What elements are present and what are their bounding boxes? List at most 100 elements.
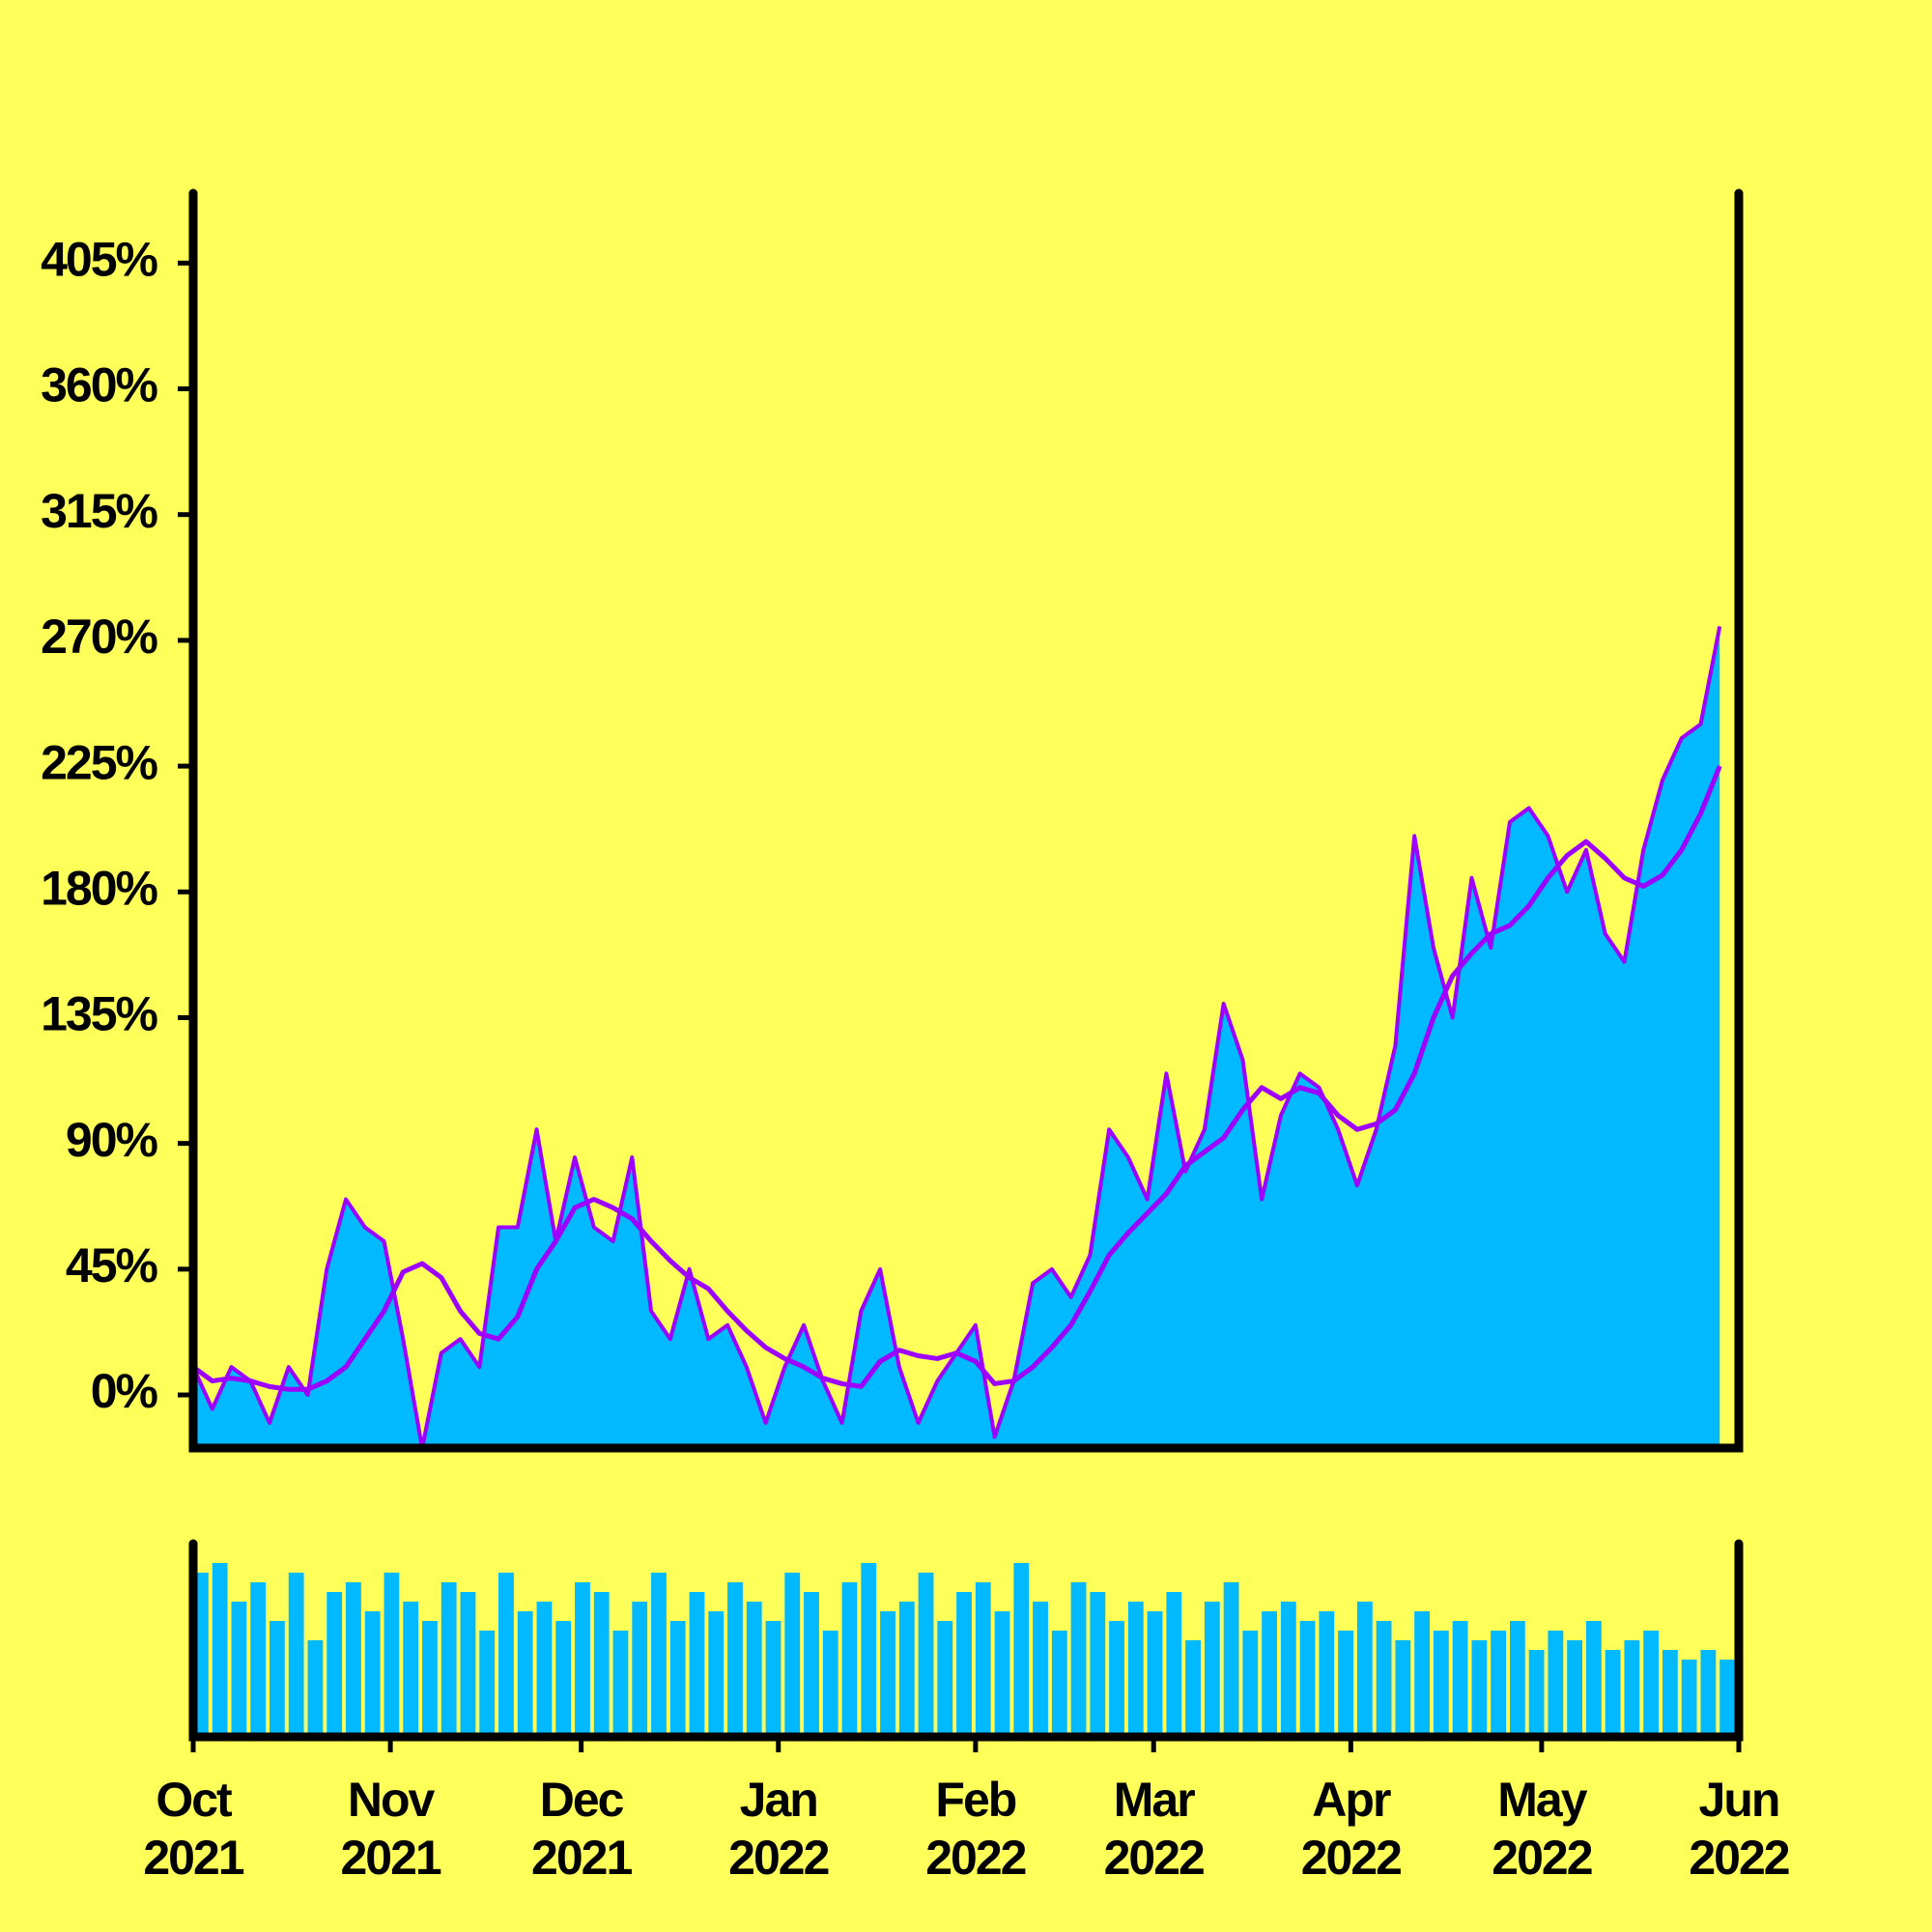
volume-bar [708, 1611, 724, 1737]
volume-bar [784, 1573, 801, 1737]
volume-bar [1528, 1650, 1545, 1737]
volume-bar [1033, 1602, 1048, 1737]
volume-bar [1509, 1621, 1525, 1737]
x-tick-label-line: Feb [935, 1773, 1015, 1827]
y-tick-label: 45% [66, 1238, 158, 1293]
volume-bar [822, 1631, 838, 1737]
y-tick-label: 225% [41, 735, 157, 789]
x-tick-label-line: 2022 [925, 1831, 1025, 1885]
volume-bar [555, 1621, 572, 1737]
x-tick-label-line: 2022 [1689, 1831, 1788, 1885]
x-tick-label: Mar 2022 [1104, 1773, 1204, 1885]
x-tick-label: Oct 2021 [143, 1773, 243, 1885]
volume-bar [1700, 1650, 1717, 1737]
volume-bar [956, 1592, 972, 1737]
volume-bar [1491, 1631, 1507, 1737]
volume-bar [1662, 1650, 1678, 1737]
volume-frame [188, 1539, 1744, 1742]
volume-bar [364, 1611, 381, 1737]
volume-bar [384, 1573, 400, 1737]
volume-bar [880, 1611, 895, 1737]
volume-bar [727, 1582, 743, 1737]
volume-bar [1013, 1563, 1030, 1737]
volume-bar [479, 1631, 496, 1737]
volume-bar [994, 1611, 1010, 1737]
axes: 0%45%90%135%180%225%270%315%360%405%Oct 2… [41, 188, 1791, 1885]
volume-bar [1643, 1631, 1660, 1737]
x-tick-label: Apr 2022 [1301, 1773, 1401, 1885]
volume-bar [1356, 1602, 1373, 1737]
volume-bar [440, 1582, 457, 1737]
x-tick-label-line: 2022 [728, 1831, 828, 1885]
x-tick-label: Dec 2021 [531, 1773, 632, 1885]
x-tick-label-line: Oct [156, 1773, 233, 1827]
volume-bar [918, 1573, 934, 1737]
y-tick-label: 90% [66, 1113, 158, 1167]
area [193, 626, 1720, 1448]
volume-bar [1548, 1631, 1564, 1737]
volume-bar [1204, 1602, 1220, 1737]
volume-bar [403, 1602, 419, 1737]
volume-bar [327, 1592, 343, 1737]
x-tick-label-line: 2021 [531, 1831, 632, 1885]
volume-bar [651, 1573, 667, 1737]
volume-bar [841, 1582, 858, 1737]
line [193, 765, 1722, 1392]
volume-bar [1567, 1640, 1583, 1737]
volume-bar [1223, 1582, 1239, 1737]
x-tick-label-line: 2022 [1104, 1831, 1204, 1885]
x-tick-label-line: May [1497, 1773, 1587, 1827]
y-tick-label: 360% [41, 358, 157, 412]
volume-bar [593, 1592, 610, 1737]
volume-bar [1280, 1602, 1296, 1737]
x-tick-label-line: 2022 [1301, 1831, 1401, 1885]
volume-bar [1338, 1631, 1353, 1737]
y-tick-label: 135% [41, 987, 157, 1041]
x-tick-label: May 2022 [1492, 1773, 1591, 1885]
x-tick-label-line: 2021 [340, 1831, 440, 1885]
y-tick-label: 405% [41, 233, 157, 287]
x-tick-label: Feb 2022 [925, 1773, 1025, 1885]
volume-bar [898, 1602, 915, 1737]
volume-bar [270, 1621, 285, 1737]
x-tick-label-line: Nov [348, 1773, 436, 1827]
volume-bar [1242, 1631, 1259, 1737]
volume-bar [1127, 1602, 1144, 1737]
volume-bar [1185, 1640, 1201, 1737]
y-tick-label: 180% [41, 861, 157, 915]
volume-plot [193, 1563, 1736, 1737]
volume-bar [498, 1573, 514, 1737]
volume-bar [1051, 1631, 1067, 1737]
y-tick-label: 315% [41, 484, 157, 538]
volume-bar [1395, 1640, 1411, 1737]
volume-bar [1090, 1592, 1106, 1737]
volume-bar [1109, 1621, 1124, 1737]
volume-bar [1681, 1660, 1697, 1737]
volume-bar [861, 1563, 877, 1737]
main-plot [193, 626, 1722, 1448]
volume-bar [689, 1592, 705, 1737]
volume-bar [632, 1602, 648, 1737]
main-frame [188, 188, 1744, 1453]
x-tick-label: Nov 2021 [340, 1773, 440, 1885]
x-tick-label-line: Mar [1114, 1773, 1195, 1827]
x-tick-label: Jun 2022 [1689, 1773, 1788, 1885]
volume-bar [1414, 1611, 1430, 1737]
volume-bar [1719, 1660, 1736, 1737]
volume-bar [575, 1582, 590, 1737]
volume-bar [250, 1582, 267, 1737]
volume-bar [460, 1592, 476, 1737]
volume-bar [746, 1602, 762, 1737]
volume-bar [422, 1621, 438, 1737]
volume-bar [1299, 1621, 1316, 1737]
volume-bar [975, 1582, 991, 1737]
volume-bar [1166, 1592, 1182, 1737]
volume-bar [1262, 1611, 1277, 1737]
volume-bar [536, 1602, 553, 1737]
volume-bar [212, 1563, 228, 1737]
x-tick-label: Jan 2022 [728, 1773, 828, 1885]
x-tick-label-line: Dec [540, 1773, 624, 1827]
y-tick-label: 270% [41, 610, 157, 664]
volume-bar [1452, 1621, 1468, 1737]
